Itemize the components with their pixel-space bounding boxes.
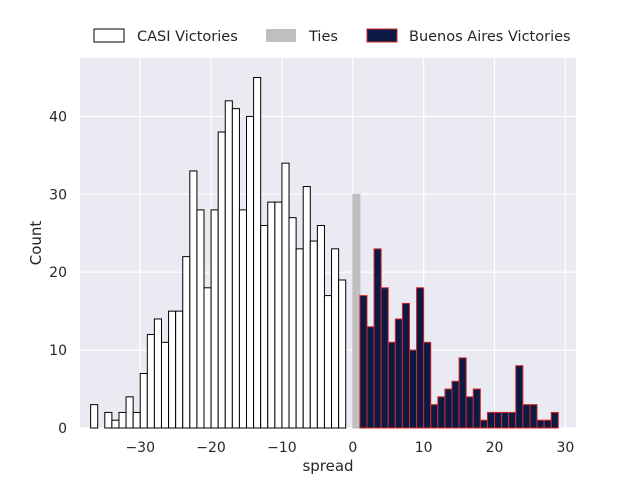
bar-casi-victories-3	[111, 419, 120, 429]
bar-casi-victories-25	[267, 201, 276, 429]
bar-casi-victories-8	[146, 334, 155, 429]
bar-casi-victories-21	[238, 209, 248, 429]
bar-buenos-aires-victories-19	[494, 411, 503, 429]
x-tick-label: −20	[196, 440, 226, 456]
legend-swatch-ties	[266, 29, 296, 42]
legend-label-ties: Ties	[308, 29, 338, 45]
bar-casi-victories-30	[302, 186, 311, 429]
bar-buenos-aires-victories-22	[515, 365, 524, 429]
x-tick-label: 10	[415, 440, 433, 456]
bar-buenos-aires-victories-14	[458, 357, 467, 429]
bar-casi-victories-11	[168, 310, 177, 429]
bar-casi-victories-15	[196, 209, 205, 429]
x-tick-labels: −30 −20 −10 0 10 20 30	[125, 440, 574, 456]
legend-swatch-buenos-aires	[366, 28, 398, 43]
bar-buenos-aires-victories-15	[465, 396, 474, 429]
bar-casi-victories-35	[338, 279, 347, 429]
bar-buenos-aires-victories-5	[394, 318, 403, 429]
legend-label-casi: CASI Victories	[137, 29, 238, 45]
legend: CASI Victories Ties Buenos Aires Victori…	[93, 28, 571, 45]
bar-casi-victories-22	[246, 115, 255, 429]
y-tick-label: 30	[49, 187, 67, 203]
bar-buenos-aires-victories-25	[536, 419, 545, 429]
bar-buenos-aires-victories-21	[508, 411, 517, 429]
bar-casi-victories-33	[323, 295, 333, 429]
bar-buenos-aires-victories-17	[479, 419, 488, 429]
y-tick-label: 10	[49, 343, 67, 359]
bar-casi-victories-0	[90, 404, 99, 429]
x-tick-label: 30	[556, 440, 574, 456]
bar-casi-victories-24	[260, 224, 269, 429]
bar-casi-victories-12	[175, 310, 184, 429]
bar-casi-victories-32	[316, 224, 325, 429]
bar-casi-victories-9	[153, 318, 162, 429]
bar-ties-0	[352, 193, 361, 429]
bar-casi-victories-34	[331, 248, 340, 429]
bar-casi-victories-5	[125, 396, 134, 429]
bar-buenos-aires-victories-0	[359, 295, 368, 429]
bar-buenos-aires-victories-1	[366, 326, 375, 429]
bar-buenos-aires-victories-20	[501, 411, 510, 429]
y-tick-label: 0	[58, 421, 67, 437]
bar-casi-victories-20	[231, 108, 240, 429]
x-tick-label: 20	[486, 440, 504, 456]
bar-buenos-aires-victories-13	[451, 380, 460, 429]
bar-buenos-aires-victories-12	[444, 388, 453, 429]
bar-casi-victories-18	[217, 131, 226, 429]
y-tick-label: 20	[49, 265, 67, 281]
bar-casi-victories-2	[104, 411, 113, 429]
bar-casi-victories-28	[288, 217, 297, 429]
bar-buenos-aires-victories-6	[401, 302, 410, 429]
bar-buenos-aires-victories-24	[529, 404, 538, 429]
bar-casi-victories-26	[274, 201, 283, 429]
bar-buenos-aires-victories-9	[423, 341, 432, 429]
bar-buenos-aires-victories-4	[387, 341, 396, 429]
bars	[90, 76, 559, 429]
bar-casi-victories-13	[182, 256, 191, 429]
x-tick-label: −30	[125, 440, 155, 456]
y-tick-label: 40	[49, 109, 67, 125]
bar-buenos-aires-victories-3	[380, 287, 389, 429]
bar-casi-victories-23	[253, 76, 262, 429]
bar-casi-victories-16	[203, 287, 212, 429]
bar-buenos-aires-victories-10	[430, 404, 439, 429]
legend-swatch-casi	[93, 28, 125, 43]
bar-casi-victories-17	[210, 209, 219, 429]
bar-casi-victories-4	[118, 411, 127, 429]
bar-casi-victories-19	[224, 100, 233, 429]
bar-casi-victories-10	[160, 341, 170, 429]
bar-casi-victories-14	[189, 170, 198, 429]
bar-casi-victories-6	[132, 411, 141, 429]
bar-buenos-aires-victories-7	[408, 349, 418, 429]
bar-buenos-aires-victories-23	[522, 404, 531, 429]
bar-buenos-aires-victories-16	[472, 388, 481, 429]
bar-buenos-aires-victories-27	[550, 411, 559, 429]
bar-casi-victories-29	[295, 248, 304, 429]
bar-casi-victories-7	[139, 372, 148, 429]
bar-buenos-aires-victories-8	[416, 287, 425, 429]
legend-label-buenos-aires: Buenos Aires Victories	[409, 29, 571, 45]
bar-casi-victories-31	[309, 240, 318, 429]
bar-buenos-aires-victories-18	[486, 411, 496, 429]
x-tick-label: −10	[267, 440, 297, 456]
bar-buenos-aires-victories-26	[543, 419, 552, 429]
y-axis-label: Count	[27, 221, 45, 266]
bar-buenos-aires-victories-2	[373, 248, 382, 429]
bar-casi-victories-27	[281, 162, 290, 429]
x-tick-label: 0	[348, 440, 357, 456]
x-axis-label: spread	[302, 457, 353, 475]
y-tick-labels: 0 10 20 30 40	[49, 109, 67, 437]
bar-buenos-aires-victories-11	[437, 396, 446, 429]
